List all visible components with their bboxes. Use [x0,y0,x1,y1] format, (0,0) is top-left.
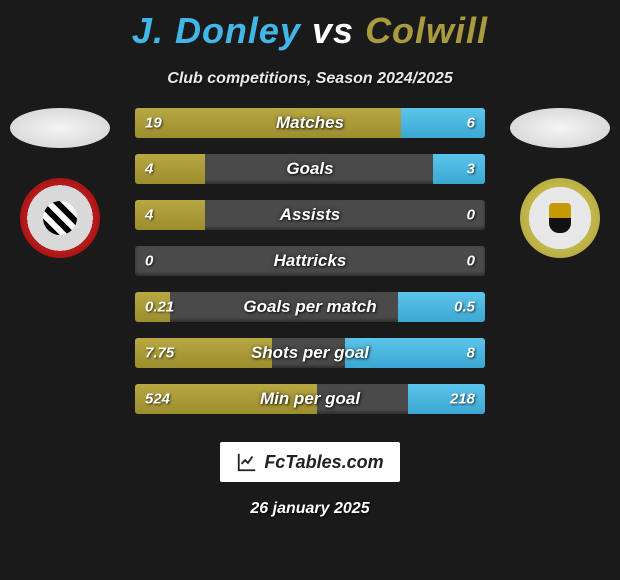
player1-avatar-placeholder [10,108,110,148]
stat-value-right: 6 [467,115,475,132]
stat-row: 7.75 8 Shots per goal [135,338,485,368]
stat-fill-right [433,154,486,184]
player2-column [510,108,610,258]
stat-value-right: 0.5 [454,299,475,316]
player2-avatar-placeholder [510,108,610,148]
comparison-content: 19 6 Matches 4 3 Goals 4 0 Assists 0 0 Hattricks 0.2… [0,108,620,414]
stat-value-left: 0 [145,253,153,270]
stat-row: 4 0 Assists [135,200,485,230]
stat-bars: 19 6 Matches 4 3 Goals 4 0 Assists 0 0 Hattricks 0.2… [135,108,485,414]
player2-club-crest [520,178,600,258]
stat-value-right: 0 [467,207,475,224]
player1-column [10,108,110,258]
stat-value-left: 7.75 [145,345,174,362]
comparison-title: J. Donley vs Colwill [0,0,620,52]
stat-value-right: 218 [450,391,475,408]
brand-badge[interactable]: FcTables.com [220,442,400,482]
stat-value-left: 19 [145,115,162,132]
stat-row: 0 0 Hattricks [135,246,485,276]
stat-label: Hattricks [274,251,347,271]
stat-label: Matches [276,113,344,133]
vs-separator: vs [312,10,354,51]
stat-value-right: 8 [467,345,475,362]
stat-label: Assists [280,205,340,225]
stat-label: Goals [286,159,333,179]
stat-value-left: 524 [145,391,170,408]
brand-text: FcTables.com [264,452,383,473]
stat-fill-left [135,108,401,138]
player2-name: Colwill [365,10,488,51]
stat-label: Shots per goal [251,343,369,363]
stat-label: Min per goal [260,389,360,409]
player1-name: J. Donley [132,10,301,51]
stat-value-right: 0 [467,253,475,270]
subtitle: Club competitions, Season 2024/2025 [0,70,620,88]
stat-value-left: 4 [145,207,153,224]
player1-club-crest [20,178,100,258]
stat-row: 0.21 0.5 Goals per match [135,292,485,322]
stat-row: 524 218 Min per goal [135,384,485,414]
stat-row: 4 3 Goals [135,154,485,184]
stat-value-left: 0.21 [145,299,174,316]
stat-value-right: 3 [467,161,475,178]
chart-icon [236,451,258,473]
stat-value-left: 4 [145,161,153,178]
stat-label: Goals per match [243,297,376,317]
stat-row: 19 6 Matches [135,108,485,138]
footer-date: 26 january 2025 [0,500,620,518]
